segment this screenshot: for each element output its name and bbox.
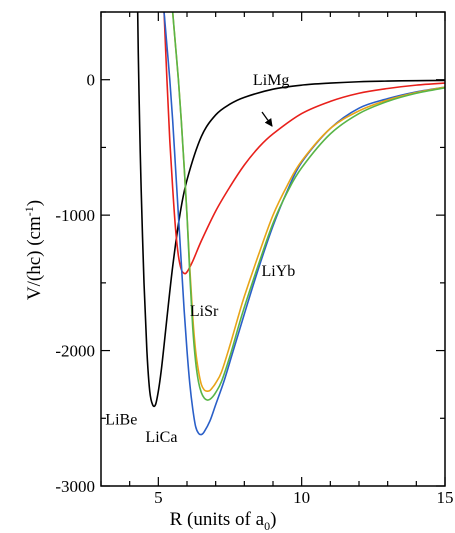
y-tick-label: 0 bbox=[87, 71, 96, 90]
tick-layer: 5 10 15 0 -1000 -2000 -3000 bbox=[55, 11, 454, 507]
series-line-liyb bbox=[171, 12, 445, 401]
series-line-limg bbox=[163, 12, 445, 275]
y-axis-title: V/(hc) (cm-1) bbox=[22, 200, 45, 300]
series-layer bbox=[136, 12, 445, 436]
curve-label-limg: LiMg bbox=[253, 72, 289, 89]
x-axis-title: R (units of a0) bbox=[170, 509, 277, 533]
curve-label-libe: LiBe bbox=[105, 411, 137, 428]
annotation-layer: LiMg LiSr LiYb LiBe LiCa bbox=[105, 72, 295, 446]
series-line-libe bbox=[136, 12, 445, 408]
limg-arrow bbox=[261, 111, 273, 127]
curve-label-liyb: LiYb bbox=[262, 263, 296, 280]
curve-label-lica: LiCa bbox=[145, 429, 177, 446]
y-tick-label: -1000 bbox=[55, 206, 95, 225]
x-tick-label: 5 bbox=[154, 488, 163, 507]
curve-label-lisr: LiSr bbox=[190, 303, 219, 320]
y-tick-label: -2000 bbox=[55, 342, 95, 361]
series-line-lica bbox=[163, 12, 445, 436]
x-tick-label: 15 bbox=[437, 488, 454, 507]
series-line-lisr bbox=[171, 12, 445, 393]
y-tick-label: -3000 bbox=[55, 477, 95, 496]
x-tick-label: 10 bbox=[293, 488, 310, 507]
